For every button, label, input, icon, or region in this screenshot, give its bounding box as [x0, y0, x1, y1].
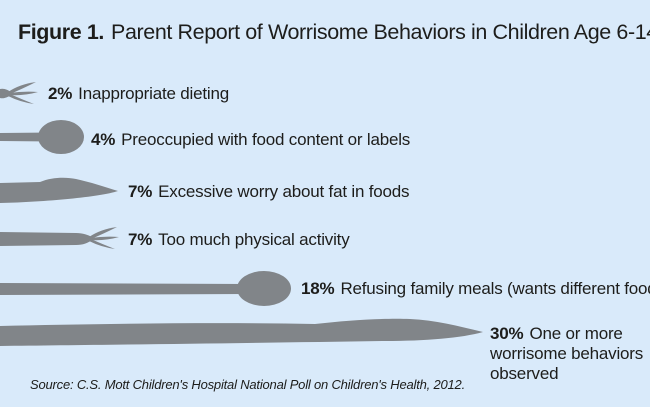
knife-icon — [0, 177, 118, 203]
figure-title-text: Parent Report of Worrisome Behaviors in … — [111, 20, 650, 44]
row-1-label: Inappropriate dieting — [78, 84, 229, 103]
figure-title-prefix: Figure 1. — [18, 20, 105, 44]
row-inappropriate-dieting: 2% Inappropriate dieting — [48, 83, 229, 104]
row-worry-fat: 7% Excessive worry about fat in foods — [128, 181, 410, 202]
row-preoccupied-food: 4% Preoccupied with food content or label… — [91, 129, 410, 150]
row-2-percent: 4% — [91, 130, 116, 149]
spoon-icon — [0, 120, 84, 154]
row-physical-activity: 7% Too much physical activity — [128, 229, 350, 250]
row-3-label: Excessive worry about fat in foods — [158, 182, 410, 201]
spoon-icon — [0, 271, 291, 306]
row-5-percent: 18% — [301, 279, 335, 298]
row-2-label: Preoccupied with food content or labels — [121, 130, 411, 149]
row-5-label: Refusing family meals (wants different f… — [340, 279, 650, 298]
figure-title: Figure 1. Parent Report of Worrisome Beha… — [18, 20, 650, 45]
row-refusing-meals: 18% Refusing family meals (wants differen… — [301, 278, 650, 299]
knife-icon — [0, 318, 483, 346]
row-3-percent: 7% — [128, 182, 153, 201]
row-one-or-more: 30% One or more worrisome behaviors obser… — [490, 324, 650, 384]
row-6-percent: 30% — [490, 324, 524, 343]
fork-icon — [0, 227, 119, 249]
row-4-label: Too much physical activity — [158, 230, 350, 249]
row-1-percent: 2% — [48, 84, 73, 103]
row-6-label: One or more worrisome behaviors observed — [490, 324, 644, 383]
fork-icon — [0, 82, 38, 104]
source-note: Source: C.S. Mott Children's Hospital Na… — [30, 377, 465, 392]
row-4-percent: 7% — [128, 230, 153, 249]
